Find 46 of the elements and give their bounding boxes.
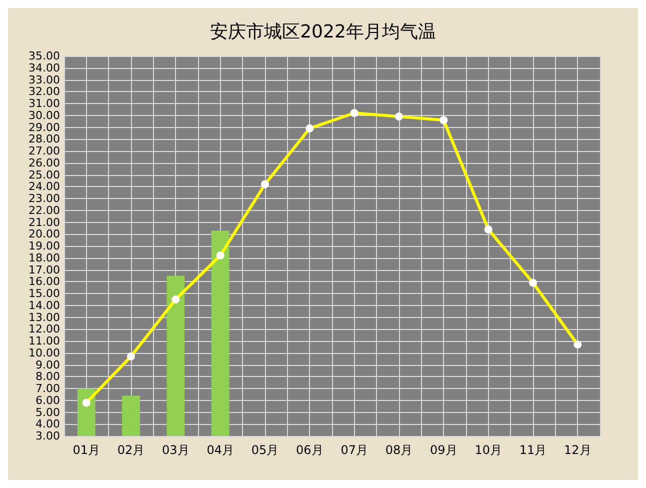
y-tick-label: 9.00 bbox=[36, 358, 60, 372]
x-tick-label: 01月 bbox=[72, 443, 100, 457]
x-tick-label: 12月 bbox=[564, 443, 592, 457]
y-tick-label: 4.00 bbox=[36, 418, 60, 431]
x-tick-label: 02月 bbox=[117, 443, 145, 457]
y-tick-label: 7.00 bbox=[36, 382, 60, 395]
x-tick-label: 05月 bbox=[251, 443, 279, 457]
y-tick-label: 12.00 bbox=[28, 322, 60, 336]
x-tick-label: 07月 bbox=[340, 443, 368, 457]
y-tick-label: 25.00 bbox=[28, 168, 60, 182]
y-tick-label: 18.00 bbox=[28, 251, 60, 264]
x-tick-label: 04月 bbox=[206, 443, 234, 457]
y-tick-label: 10.00 bbox=[28, 346, 60, 360]
y-tick-label: 32.00 bbox=[28, 85, 60, 98]
y-tick-label: 21.00 bbox=[28, 216, 60, 229]
y-tick-label: 5.00 bbox=[36, 406, 60, 419]
x-tick-label: 03月 bbox=[162, 443, 190, 457]
y-tick-label: 11.00 bbox=[28, 334, 60, 348]
y-tick-label: 13.00 bbox=[28, 310, 60, 324]
x-tick-label: 08月 bbox=[385, 443, 413, 457]
x-tick-label: 10月 bbox=[474, 443, 502, 457]
x-tick-label: 11月 bbox=[519, 443, 547, 457]
y-tick-label: 3.00 bbox=[36, 430, 60, 442]
y-tick-label: 23.00 bbox=[28, 192, 60, 205]
y-tick-label: 16.00 bbox=[28, 275, 60, 288]
y-tick-label: 24.00 bbox=[28, 180, 60, 194]
y-tick-label: 8.00 bbox=[36, 370, 60, 384]
y-tick-label: 20.00 bbox=[28, 228, 60, 241]
y-tick-label: 26.00 bbox=[28, 156, 60, 170]
y-tick-label: 35.00 bbox=[28, 50, 60, 62]
x-tick-label: 09月 bbox=[430, 443, 458, 457]
y-tick-label: 30.00 bbox=[28, 108, 60, 122]
y-tick-label: 17.00 bbox=[28, 263, 60, 276]
y-tick-label: 28.00 bbox=[28, 132, 60, 146]
y-tick-label: 29.00 bbox=[28, 120, 60, 134]
y-tick-label: 6.00 bbox=[36, 394, 60, 407]
chart-title: 安庆市城区2022年月均气温 bbox=[210, 22, 436, 42]
y-tick-label: 33.00 bbox=[28, 73, 60, 86]
x-tick-label: 06月 bbox=[296, 443, 324, 457]
y-tick-label: 22.00 bbox=[28, 204, 60, 217]
y-tick-label: 15.00 bbox=[28, 287, 60, 300]
y-tick-label: 27.00 bbox=[28, 144, 60, 158]
y-tick-label: 19.00 bbox=[28, 240, 60, 252]
y-tick-label: 14.00 bbox=[28, 298, 60, 312]
y-tick-label: 31.00 bbox=[28, 97, 60, 110]
y-tick-label: 34.00 bbox=[28, 61, 60, 74]
